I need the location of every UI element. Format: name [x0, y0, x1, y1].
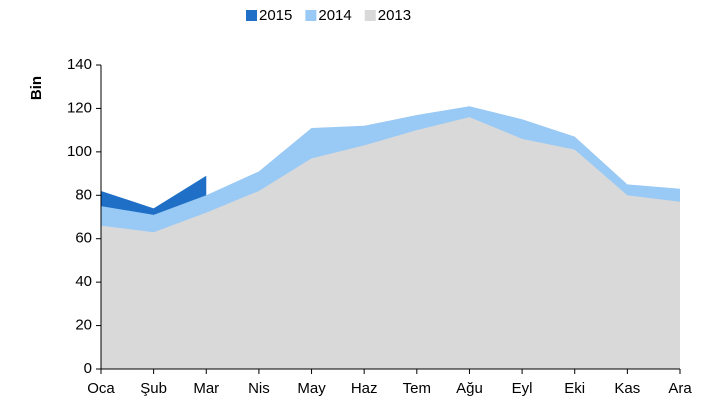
legend-swatch	[364, 10, 376, 21]
y-tick-label: 40	[75, 273, 92, 290]
legend-swatch	[305, 10, 317, 21]
y-tick-label: 140	[67, 56, 92, 73]
y-tick-label: 100	[67, 143, 92, 160]
y-tick-label: 0	[84, 360, 92, 377]
y-tick-label: 20	[75, 317, 92, 334]
x-tick-label: Ara	[668, 380, 692, 397]
x-tick-label: Oca	[87, 380, 115, 397]
legend-label: 2015	[259, 7, 292, 24]
x-tick-label: May	[297, 380, 326, 397]
x-tick-label: Kas	[614, 380, 640, 397]
x-tick-label: Eyl	[512, 380, 533, 397]
legend-label: 2013	[378, 7, 411, 24]
x-tick-label: Ağu	[456, 380, 483, 397]
y-axis-label: Bin	[28, 76, 45, 100]
legend-swatch	[246, 10, 257, 21]
x-tick-label: Tem	[403, 380, 431, 397]
x-tick-label: Haz	[351, 380, 378, 397]
area	[101, 117, 680, 369]
x-tick-label: Eki	[564, 380, 585, 397]
x-tick-label: Nis	[248, 380, 270, 397]
legend-label: 2014	[318, 7, 351, 24]
y-tick-label: 80	[75, 186, 92, 203]
y-tick-label: 120	[67, 99, 92, 116]
x-tick-label: Şub	[140, 380, 167, 397]
x-tick-label: Mar	[193, 380, 219, 397]
y-tick-label: 60	[75, 230, 92, 247]
